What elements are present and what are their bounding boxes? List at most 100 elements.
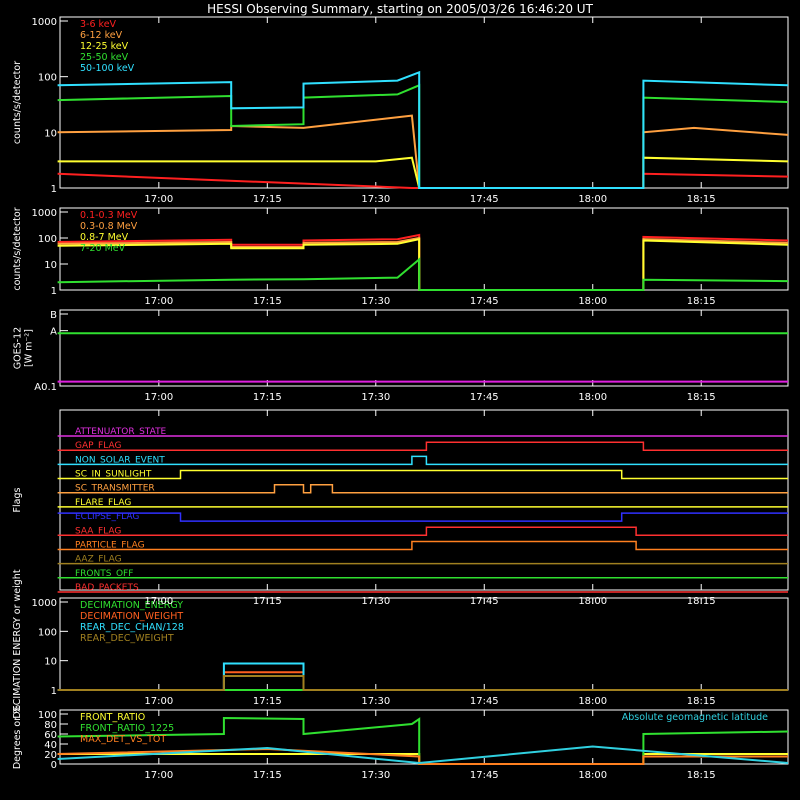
flag-label-sc-in-sunlight: SC_IN_SUNLIGHT [75,470,152,480]
goes-panel-xtick-label-1: 17:15 [253,392,282,403]
flags-panel-xtick-label-1: 17:15 [253,596,282,607]
high-energy-panel-series-0-3-0-8-mev [57,236,789,291]
flags-panel-xtick-label-4: 18:00 [578,596,607,607]
high-energy-panel-xtick-label-0: 17:00 [144,296,173,307]
count-rates-panel-ylabel: counts/s/detector [12,61,23,144]
decimation-panel-legend-rear-dec-chan-128: REAR_DEC_CHAN/128 [80,622,184,633]
ratio-panel-xtick-label-3: 17:45 [470,770,499,781]
decimation-panel-ytick-label-0: 1 [51,686,57,697]
flags-panel-xtick-label-2: 17:30 [361,596,390,607]
flag-line-gap-flag [57,441,788,451]
goes-panel-ytick-label-1: A [50,327,57,338]
flags-panel-ylabel: Flags [12,487,23,512]
decimation-panel-xtick-label-2: 17:30 [361,696,390,707]
flag-label-flare-flag: FLARE_FLAG [75,498,131,508]
ratio-panel-xtick-label-2: 17:30 [361,770,390,781]
count-rates-panel-xtick-label-0: 17:00 [144,194,173,205]
high-energy-panel-ytick-label-2: 100 [38,234,57,245]
decimation-panel-xtick-label-1: 17:15 [253,696,282,707]
count-rates-panel-series-6-12-kev [57,114,789,189]
decimation-panel-ytick-label-3: 1000 [32,598,57,609]
high-energy-panel-legend-0-3-0-8-mev: 0.3-0.8 MeV [80,221,138,232]
count-rates-panel-xtick-label-3: 17:45 [470,194,499,205]
count-rates-panel-legend-6-12-kev: 6-12 keV [80,30,123,41]
high-energy-panel-frame [59,207,789,291]
high-energy-panel-legend-7-20-mev: 7-20 MeV [80,243,126,254]
ratio-panel-ylabel: Degrees or % [12,705,23,769]
goes-panel-frame [59,309,789,387]
count-rates-panel-legend-3-6-kev: 3-6 keV [80,19,117,30]
ratio-panel-ytick-label-0: 0 [51,760,57,771]
ratio-panel-legend-max-det-vs-tot: MAX_DET_VS_TOT [80,734,166,745]
high-energy-panel-xtick-label-1: 17:15 [253,296,282,307]
ratio-panel-annotation: Absolute geomagnetic latitude [622,712,768,723]
flags-panel-xtick-label-0: 17:00 [144,596,173,607]
flag-label-eclipse-flag: ECLIPSE_FLAG [75,512,139,522]
ratio-panel-series-front-ratio-1225 [57,716,789,765]
decimation-panel-xtick-label-3: 17:45 [470,696,499,707]
goes-panel-ylabel-1: [W m⁻²] [24,329,35,367]
flag-label-saa-flag: SAA_FLAG [75,526,121,536]
flag-label-fronts-off: FRONTS_OFF [75,569,133,579]
high-energy-panel-legend-0-1-0-3-mev: 0.1-0.3 MeV [80,210,138,221]
decimation-panel-legend-decimation-energy: DECIMATION_ENERGY [80,600,183,611]
count-rates-panel-ytick-label-2: 100 [38,73,57,84]
decimation-panel-legend-decimation-weight: DECIMATION_WEIGHT [80,611,183,622]
ratio-panel-xtick-label-5: 18:15 [687,770,716,781]
high-energy-panel-xtick-label-2: 17:30 [361,296,390,307]
ratio-panel-ytick-label-1: 20 [44,750,57,761]
goes-panel-xtick-label-2: 17:30 [361,392,390,403]
ratio-panel-legend-front-ratio-1225: FRONT_RATIO_1225 [80,723,174,734]
decimation-panel-legend-rear-dec-weight: REAR_DEC_WEIGHT [80,633,174,644]
flag-line-particle-flag [57,540,788,551]
count-rates-panel-xtick-label-5: 18:15 [687,194,716,205]
decimation-panel-series-decimation-weight [57,671,788,691]
count-rates-panel-ytick-label-1: 10 [44,128,57,139]
goes-panel-xtick-label-3: 17:45 [470,392,499,403]
flag-label-sc-transmitter: SC_TRANSMITTER [75,484,155,494]
high-energy-panel-xtick-label-3: 17:45 [470,296,499,307]
high-energy-panel-xtick-label-4: 18:00 [578,296,607,307]
flags-panel-xtick-label-3: 17:45 [470,596,499,607]
flag-line-eclipse-flag [57,512,788,522]
goes-panel-xtick-label-0: 17:00 [144,392,173,403]
count-rates-panel-series-50-100-kev [57,70,789,189]
goes-panel-ylabel: GOES-12 [13,327,24,369]
ratio-panel-ytick-label-5: 100 [38,710,57,721]
decimation-panel-xtick-label-0: 17:00 [144,696,173,707]
decimation-panel-ytick-label-2: 100 [38,627,57,638]
count-rates-panel-series-12-25-kev [57,156,789,189]
flags-panel-frame [59,409,789,591]
high-energy-panel-xtick-label-5: 18:15 [687,296,716,307]
goes-panel-ytick-label-2: B [50,310,57,321]
count-rates-panel-legend-12-25-kev: 12-25 keV [80,41,129,52]
count-rates-panel-legend-25-50-kev: 25-50 keV [80,52,129,63]
ratio-panel-legend-front-ratio: FRONT_RATIO [80,712,145,723]
goes-panel-xtick-label-4: 18:00 [578,392,607,403]
flag-line-sc-in-sunlight [57,469,788,480]
high-energy-panel-series-7-20-mev [57,257,789,291]
high-energy-panel-ytick-label-3: 1000 [32,208,57,219]
flag-label-gap-flag: GAP_FLAG [75,441,121,451]
high-energy-panel-series-0-8-7-mev [57,237,789,291]
ratio-panel-ytick-label-3: 60 [44,730,57,741]
count-rates-panel-xtick-label-2: 17:30 [361,194,390,205]
ratio-panel-xtick-label-4: 18:00 [578,770,607,781]
flag-label-aaz-flag: AAZ_FLAG [75,555,122,565]
flag-line-sc-transmitter [57,483,788,494]
ratio-panel-xtick-label-1: 17:15 [253,770,282,781]
plot-title: HESSI Observing Summary, starting on 200… [207,2,593,16]
count-rates-panel-legend-50-100-kev: 50-100 keV [80,63,135,74]
decimation-panel-series-rear-dec-chan-128 [57,662,788,691]
ratio-panel-xtick-label-0: 17:00 [144,770,173,781]
flag-line-saa-flag [57,526,788,537]
goes-panel-ytick-label-0: A0.1 [34,382,57,393]
count-rates-panel-xtick-label-1: 17:15 [253,194,282,205]
flag-line-non-solar-event [57,455,788,466]
count-rates-panel-ytick-label-0: 1 [51,184,57,195]
count-rates-panel-xtick-label-4: 18:00 [578,194,607,205]
high-energy-panel-ytick-label-0: 1 [51,286,57,297]
count-rates-panel-series-25-50-kev [57,83,789,189]
flag-label-non-solar-event: NON_SOLAR_EVENT [75,455,165,465]
